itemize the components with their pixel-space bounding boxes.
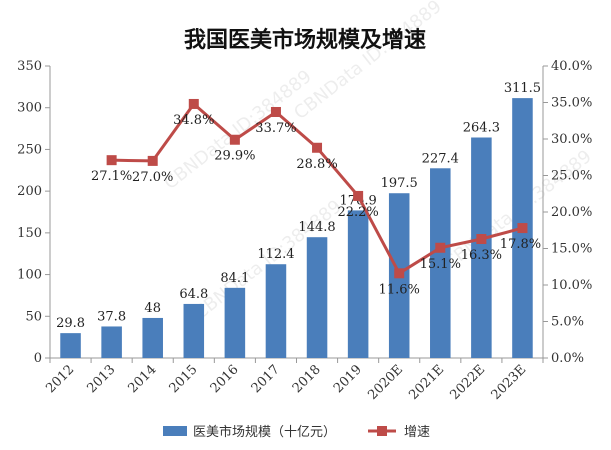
- line-marker: [476, 234, 487, 245]
- y-right-tick-label: 5.0%: [551, 315, 584, 330]
- bar: [265, 264, 287, 358]
- y-left-tick-label: 250: [17, 142, 42, 157]
- y-left-tick-label: 150: [17, 226, 42, 241]
- x-tick-label: 2021E: [406, 362, 447, 403]
- x-tick-label: 2015: [167, 362, 201, 396]
- line-value-label: 17.8%: [500, 237, 541, 252]
- line-marker: [394, 268, 405, 279]
- x-tick-label: 2016: [208, 362, 242, 396]
- bar: [471, 137, 492, 358]
- bar-value-label: 37.8: [97, 309, 126, 324]
- y-right-tick-label: 25.0%: [551, 169, 592, 184]
- x-tick-label: 2013: [84, 362, 118, 396]
- bar-value-label: 311.5: [504, 81, 541, 96]
- line-marker: [270, 106, 281, 117]
- bar: [101, 326, 122, 358]
- line-marker: [312, 142, 323, 153]
- line-marker: [517, 223, 528, 234]
- bar: [60, 333, 81, 358]
- line-value-label: 22.2%: [337, 205, 378, 220]
- x-tick-label: 2020E: [365, 362, 406, 403]
- bar-value-label: 48: [144, 301, 161, 316]
- x-tick-label: 2023E: [489, 362, 530, 403]
- line-marker: [106, 155, 117, 166]
- bar-value-label: 64.8: [179, 287, 208, 302]
- y-right-tick-label: 40.0%: [551, 59, 592, 74]
- y-right-tick-label: 0.0%: [551, 351, 584, 366]
- line-value-label: 11.6%: [379, 282, 420, 297]
- line-marker: [147, 155, 158, 166]
- bar: [183, 303, 205, 358]
- x-tick-label: 2012: [43, 362, 77, 396]
- bar-labels: 29.837.84864.884.1112.4144.8176.9197.522…: [56, 81, 541, 331]
- bar: [306, 237, 328, 358]
- line-value-label: 15.1%: [420, 257, 461, 272]
- y-right-tick-label: 30.0%: [551, 132, 592, 147]
- line-value-label: 33.7%: [255, 121, 296, 136]
- legend-bar-label: 医美市场规模（十亿元）: [193, 424, 336, 440]
- line-marker: [188, 98, 199, 109]
- bar-value-label: 144.8: [298, 220, 335, 235]
- line-marker: [353, 190, 364, 201]
- chart-title: 我国医美市场规模及增速: [184, 27, 426, 53]
- y-right-tick-label: 10.0%: [551, 278, 592, 293]
- line-value-label: 34.8%: [173, 113, 214, 128]
- bar-value-label: 227.4: [422, 151, 459, 166]
- bar-value-label: 264.3: [463, 120, 500, 135]
- y-left-tick-label: 100: [17, 268, 42, 283]
- y-left-tick-label: 350: [17, 59, 42, 74]
- line-marker: [435, 242, 446, 253]
- line-value-label: 29.9%: [214, 149, 255, 164]
- line-value-label: 28.8%: [296, 157, 337, 172]
- legend-line-label: 增速: [404, 425, 430, 440]
- x-tick-label: 2022E: [447, 362, 488, 403]
- bar: [224, 287, 246, 358]
- x-tick-label: 2018: [290, 362, 324, 396]
- bar-value-label: 29.8: [56, 316, 85, 331]
- line-value-label: 16.3%: [461, 248, 502, 263]
- x-tick-label: 2017: [249, 362, 283, 396]
- y-left-tick-label: 50: [25, 309, 42, 324]
- line-labels: 27.1% 27.0% 34.8% 29.9%33.7% 28.8% 22.2% 11.6%…: [91, 113, 541, 297]
- bar-value-label: 84.1: [220, 271, 249, 286]
- line-value-label: 27.0%: [132, 170, 173, 185]
- x-tick-label: 2014: [126, 362, 160, 396]
- y-right-tick-label: 35.0%: [551, 96, 592, 111]
- bar-value-label: 197.5: [381, 176, 418, 191]
- y-left-tick-label: 200: [17, 184, 42, 199]
- bar: [430, 168, 451, 358]
- line-marker: [229, 134, 240, 145]
- legend: 医美市场规模（十亿元） 增速: [163, 424, 430, 440]
- y-right-tick-label: 15.0%: [551, 242, 592, 257]
- bar: [347, 210, 369, 358]
- line-series: [106, 98, 528, 279]
- legend-line-marker: [377, 426, 387, 436]
- y-left-tick-label: 0: [34, 351, 42, 366]
- bar: [142, 317, 163, 358]
- x-tick-label: 2019: [331, 362, 365, 396]
- line-value-label: 27.1%: [91, 169, 132, 184]
- watermark-text: CBNData ID:384889: [290, 0, 446, 124]
- bar-value-label: 112.4: [257, 247, 294, 262]
- y-left-tick-label: 300: [17, 101, 42, 116]
- y-right-tick-label: 20.0%: [551, 205, 592, 220]
- legend-bar-swatch: [163, 426, 187, 436]
